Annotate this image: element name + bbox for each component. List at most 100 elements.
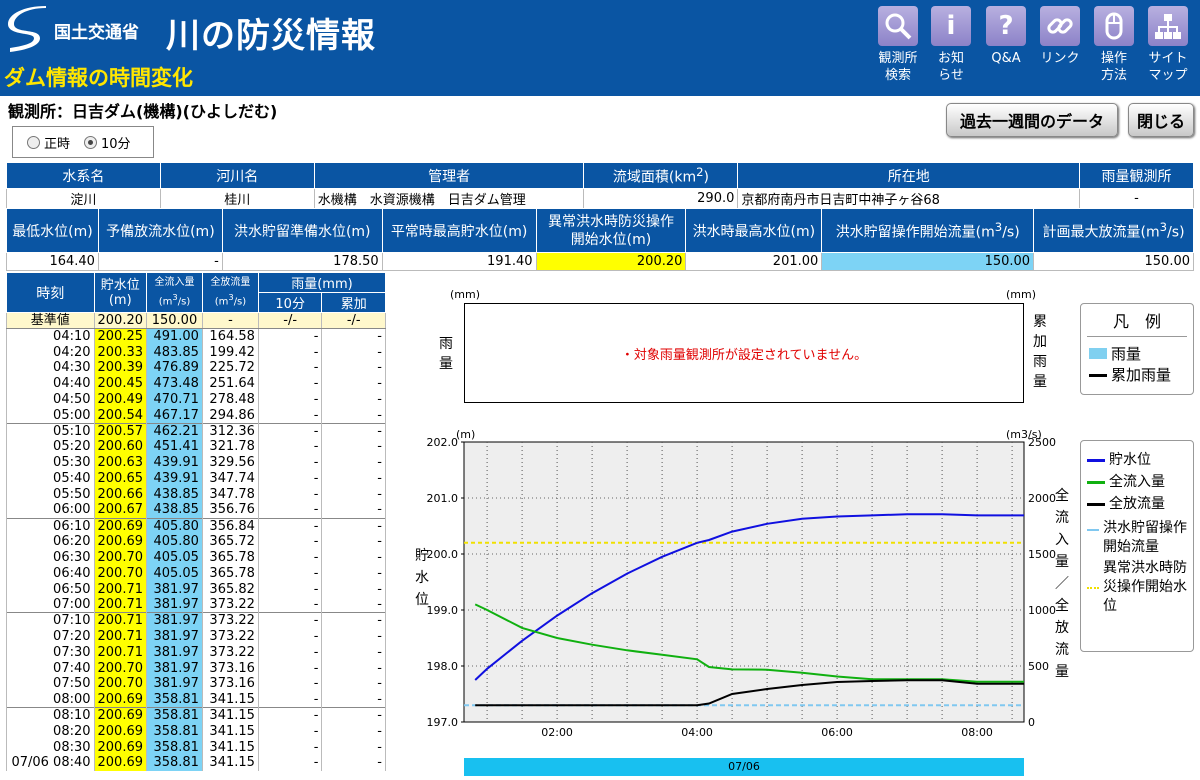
table-row: 07:40 200.70 381.97 373.16- - — [6, 660, 386, 677]
base-value-row: 基準値 200.20 150.00 - -/- -/- — [6, 312, 386, 329]
cell-level: 200.54 — [93, 407, 148, 424]
value-min-level: 164.40 — [6, 252, 99, 271]
header-bar: 国土交通省 川の防災情報 ダム情報の時間変化 観測所 検索 i お知 らせ ? … — [0, 0, 1200, 96]
mouse-icon — [1094, 6, 1134, 46]
cell-raincum: - — [321, 328, 386, 345]
cell-raincum: - — [321, 375, 386, 392]
table-row: 06:10 200.69 405.80 356.84- - — [6, 517, 386, 534]
x-tick-label: 04:00 — [681, 726, 713, 739]
cell-level: 200.69 — [93, 723, 148, 740]
cell-outflow: 365.72 — [201, 533, 259, 550]
cell-inflow: 473.48 — [146, 375, 203, 392]
past-week-button[interactable]: 過去一週間のデータ — [946, 103, 1118, 137]
cell-raincum: - — [321, 486, 386, 503]
cell-inflow: 483.85 — [146, 344, 203, 361]
value-location: 京都府南丹市日吉町中神子ヶ谷68 — [737, 188, 1081, 209]
cell-rain10: - — [257, 549, 323, 566]
cell-inflow: 405.05 — [146, 565, 203, 582]
header-rain: 雨量(mm) — [257, 272, 387, 293]
cell-raincum: - — [321, 581, 386, 598]
cell-raincum: - — [321, 723, 386, 740]
header-location: 所在地 — [737, 162, 1081, 189]
value-abnormal-start: 200.20 — [535, 252, 687, 271]
close-button[interactable]: 閉じる — [1128, 103, 1194, 137]
table-row: 04:10 200.25 491.00 164.58- - — [6, 328, 386, 345]
nav-station-search[interactable]: 観測所 検索 — [872, 6, 924, 84]
cell-inflow: 381.97 — [146, 676, 203, 692]
table-row: 05:00 200.54 467.17 294.86- - — [6, 407, 386, 424]
cell-time: 06:30 — [6, 549, 95, 566]
cell-time: 04:10 — [6, 328, 95, 345]
cell-inflow: 438.85 — [146, 502, 203, 519]
cell-raincum: - — [321, 755, 386, 771]
station-name: 観測所：日吉ダム(機構)(ひよしだむ) — [8, 102, 278, 121]
y-tick-label: 202.0 — [427, 436, 459, 449]
rain-right-unit: (mm) — [1006, 288, 1037, 301]
nav-sitemap[interactable]: サイト マップ — [1142, 6, 1194, 84]
nav-label: Q&A — [991, 51, 1021, 66]
cell-rain10: - — [257, 439, 323, 455]
cell-raincum: - — [321, 565, 386, 582]
nav-link[interactable]: リンク — [1034, 6, 1086, 67]
cell-rain10: - — [257, 328, 323, 345]
cell-time: 05:00 — [6, 407, 95, 424]
cell-outflow: 373.16 — [201, 676, 259, 692]
y2-tick-label: 1000 — [1028, 604, 1056, 617]
cell-rain10: - — [257, 533, 323, 550]
nav-qa[interactable]: ? Q&A — [980, 6, 1032, 67]
nav-label: 方法 — [1100, 68, 1127, 83]
cell-level: 200.71 — [93, 612, 148, 629]
value-prelim-release: - — [97, 252, 223, 271]
header-inflow: 全流入量 (m3/s) — [146, 272, 203, 313]
search-icon — [878, 6, 918, 46]
value-rain-station: - — [1079, 188, 1194, 209]
cell-time: 06:50 — [6, 581, 95, 598]
ten-min-radio[interactable] — [84, 135, 98, 149]
hourly-radio[interactable] — [27, 135, 40, 149]
cell-raincum: - — [321, 676, 386, 692]
value-basin-area: 290.0 — [583, 188, 739, 209]
cum-rain-line-icon — [1089, 374, 1107, 377]
basin-info-table: 水系名 河川名 管理者 流域面積(km2) 所在地 雨量観測所 淀川 桂川 水機… — [6, 162, 1194, 209]
nav-news[interactable]: i お知 らせ — [925, 6, 977, 84]
table-row: 07:00 200.71 381.97 373.22- - — [6, 597, 386, 613]
y-tick-label: 201.0 — [427, 492, 459, 505]
cell-level: 200.69 — [93, 533, 148, 550]
cell-level: 200.25 — [93, 328, 148, 345]
cell-rain10: - — [257, 565, 323, 582]
cell-level: 200.67 — [93, 502, 148, 519]
question-icon: ? — [986, 6, 1026, 46]
value-normal-max: 191.40 — [381, 252, 537, 271]
sitemap-icon — [1148, 6, 1188, 46]
cell-level: 200.66 — [93, 486, 148, 503]
cell-inflow: 438.85 — [146, 486, 203, 503]
table-row: 07:20 200.71 381.97 373.22- - — [6, 628, 386, 645]
nav-howto[interactable]: 操作 方法 — [1088, 6, 1140, 84]
dam-level-table: 最低水位(m) 予備放流水位(m) 洪水貯留準備水位(m) 平常時最高貯水位(m… — [6, 208, 1194, 271]
cell-level: 200.33 — [93, 344, 148, 361]
cell-rain10: - — [257, 486, 323, 503]
cell-outflow: 356.84 — [201, 517, 259, 534]
cell-time: 06:00 — [6, 502, 95, 519]
cell-inflow: 439.91 — [146, 454, 203, 471]
cell-rain10: - — [257, 422, 323, 440]
cell-rain10: - — [257, 723, 323, 740]
header-rain-10min: 10分 — [257, 292, 323, 313]
legend-rain: 雨量 — [1081, 343, 1193, 364]
table-row: 08:10 200.69 358.81 341.15- - — [6, 707, 386, 724]
table-row: 06:50 200.71 381.97 365.82- - — [6, 581, 386, 598]
cell-outflow: 321.78 — [201, 439, 259, 455]
table-row: 07:50 200.70 381.97 373.16- - — [6, 676, 386, 692]
table-row: 04:20 200.33 483.85 199.42- - — [6, 344, 386, 361]
header-manager: 管理者 — [313, 162, 585, 189]
y2-tick-label: 2000 — [1028, 492, 1056, 505]
cell-outflow: 164.58 — [201, 328, 259, 345]
right-unit-label: (m3/s) — [1006, 428, 1042, 441]
header-level: 貯水位 (m) — [93, 272, 148, 313]
cell-rain10: - — [257, 612, 323, 629]
cell-outflow: 294.86 — [201, 407, 259, 424]
table-row: 04:50 200.49 470.71 278.48- - — [6, 391, 386, 408]
cell-time: 08:10 — [6, 707, 95, 724]
cell-level: 200.45 — [93, 375, 148, 392]
cell-time: 05:50 — [6, 486, 95, 503]
